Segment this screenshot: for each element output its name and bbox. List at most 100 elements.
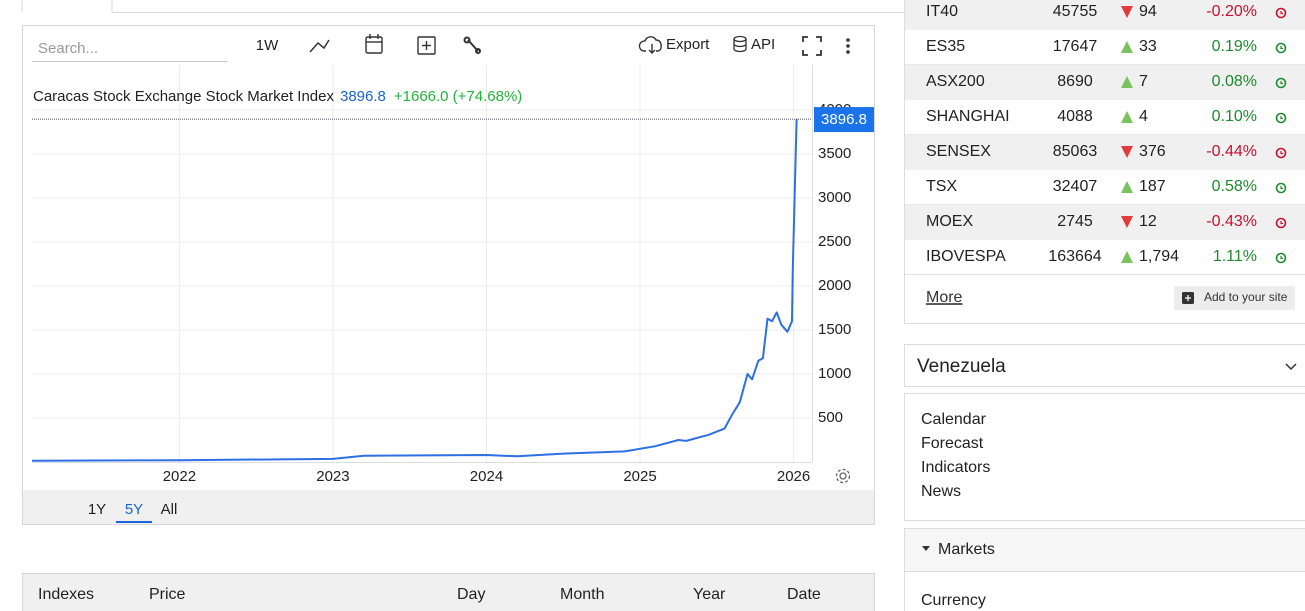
table-row[interactable] bbox=[905, 239, 1305, 275]
search-input[interactable]: Search... bbox=[38, 40, 98, 57]
country-link[interactable]: Calendar bbox=[921, 411, 987, 428]
index-price: 85063 bbox=[1053, 143, 1098, 160]
country-header[interactable] bbox=[904, 344, 1305, 387]
index-change: 4 bbox=[1139, 108, 1148, 125]
index-percent: 0.08% bbox=[1212, 73, 1257, 90]
country-link[interactable]: News bbox=[921, 483, 961, 500]
country-link[interactable]: Indicators bbox=[921, 459, 990, 476]
index-price: 2745 bbox=[1057, 213, 1093, 230]
clock-hand bbox=[1280, 221, 1283, 225]
down-arrow bbox=[1121, 216, 1133, 228]
chart-settings-icon[interactable] bbox=[835, 468, 851, 484]
index-percent: 0.58% bbox=[1212, 178, 1257, 195]
index-name[interactable]: IT40 bbox=[926, 3, 958, 20]
fullscreen-icon[interactable] bbox=[802, 36, 822, 56]
index-percent: -0.20% bbox=[1206, 3, 1257, 20]
clock-hand bbox=[1280, 186, 1283, 190]
range-bar bbox=[23, 490, 874, 524]
index-price: 45755 bbox=[1053, 3, 1098, 20]
clock-hand bbox=[1280, 256, 1283, 260]
index-change: 12 bbox=[1139, 213, 1157, 230]
index-name[interactable]: ASX200 bbox=[926, 73, 985, 90]
country-links bbox=[904, 393, 1305, 521]
settings-icon[interactable] bbox=[463, 36, 481, 54]
export-icon[interactable] bbox=[638, 36, 662, 54]
clock-icon bbox=[1275, 182, 1287, 194]
range-button[interactable]: 1Y bbox=[88, 501, 106, 518]
column-header: Month bbox=[560, 586, 604, 603]
compare-icon[interactable] bbox=[417, 36, 436, 55]
tab[interactable] bbox=[21, 0, 113, 13]
y-tick-label: 1000 bbox=[818, 365, 851, 382]
table-row[interactable] bbox=[905, 169, 1305, 205]
column-header: Year bbox=[693, 586, 726, 603]
caret bbox=[922, 546, 930, 551]
markets-link[interactable]: Currency bbox=[921, 592, 986, 609]
clock-hand bbox=[1280, 151, 1283, 155]
chart-title: Caracas Stock Exchange Stock Market Inde… bbox=[33, 88, 334, 105]
api-icon[interactable] bbox=[733, 35, 747, 53]
clock-icon bbox=[1275, 42, 1287, 54]
range-button[interactable]: 5Y bbox=[125, 501, 143, 518]
price-line bbox=[31, 119, 798, 462]
column-header: Indexes bbox=[38, 586, 94, 603]
calendar-icon[interactable] bbox=[365, 34, 383, 54]
change: +1666.0 (+74.68%) bbox=[394, 88, 522, 105]
clock-hand bbox=[1280, 46, 1283, 50]
clock-icon bbox=[1275, 112, 1287, 124]
up-arrow bbox=[1121, 41, 1133, 53]
index-percent: 0.19% bbox=[1212, 38, 1257, 55]
index-percent: 0.10% bbox=[1212, 108, 1257, 125]
table-row[interactable] bbox=[905, 134, 1305, 170]
y-tick-label: 1500 bbox=[818, 321, 851, 338]
index-price: 4088 bbox=[1057, 108, 1093, 125]
add-to-site-label: Add to your site bbox=[1204, 290, 1288, 304]
last-value-label: 3896.8 bbox=[821, 111, 867, 128]
index-price: 163664 bbox=[1048, 248, 1101, 265]
api-button[interactable]: API bbox=[751, 36, 775, 53]
index-price: 17647 bbox=[1053, 38, 1098, 55]
add-icon-plus bbox=[1185, 295, 1191, 301]
index-name[interactable]: SHANGHAI bbox=[926, 108, 1010, 125]
more-link[interactable]: More bbox=[926, 289, 963, 306]
index-name[interactable]: ES35 bbox=[926, 38, 965, 55]
period-button[interactable]: 1W bbox=[256, 37, 279, 54]
table-row[interactable] bbox=[905, 64, 1305, 100]
range-button[interactable]: All bbox=[161, 501, 178, 518]
x-tick-label: 2026 bbox=[777, 468, 810, 485]
index-name[interactable]: TSX bbox=[926, 178, 957, 195]
x-tick-label: 2025 bbox=[623, 468, 656, 485]
index-price: 8690 bbox=[1057, 73, 1093, 90]
table-row[interactable] bbox=[905, 0, 1305, 30]
x-tick-label: 2023 bbox=[316, 468, 349, 485]
last-value-badge bbox=[814, 107, 874, 133]
index-change: 1,794 bbox=[1139, 248, 1179, 265]
chart-type-icon[interactable] bbox=[309, 39, 330, 53]
menu-icon[interactable] bbox=[846, 38, 850, 54]
table-row[interactable] bbox=[905, 29, 1305, 65]
add-to-site-button[interactable] bbox=[1174, 286, 1295, 310]
y-tick-label: 2500 bbox=[818, 233, 851, 250]
chevron bbox=[1285, 363, 1297, 371]
index-change: 33 bbox=[1139, 38, 1157, 55]
country-link[interactable]: Forecast bbox=[921, 435, 984, 452]
markets-panel bbox=[904, 0, 1305, 324]
markets-title: Markets bbox=[938, 541, 995, 558]
up-arrow bbox=[1121, 181, 1133, 193]
export-button[interactable]: Export bbox=[666, 36, 710, 53]
clock-icon bbox=[1275, 147, 1287, 159]
index-name[interactable]: MOEX bbox=[926, 213, 973, 230]
country-title: Venezuela bbox=[917, 356, 1006, 377]
clock-icon bbox=[1275, 217, 1287, 229]
table-row[interactable] bbox=[905, 204, 1305, 240]
table-row[interactable] bbox=[905, 99, 1305, 135]
clock-icon bbox=[1275, 252, 1287, 264]
index-percent: 1.11% bbox=[1213, 248, 1257, 265]
markets-header[interactable] bbox=[904, 528, 1305, 572]
index-name[interactable]: IBOVESPA bbox=[926, 248, 1006, 265]
index-name[interactable]: SENSEX bbox=[926, 143, 991, 160]
last-price: 3896.8 bbox=[340, 88, 386, 105]
column-header: Day bbox=[457, 586, 485, 603]
